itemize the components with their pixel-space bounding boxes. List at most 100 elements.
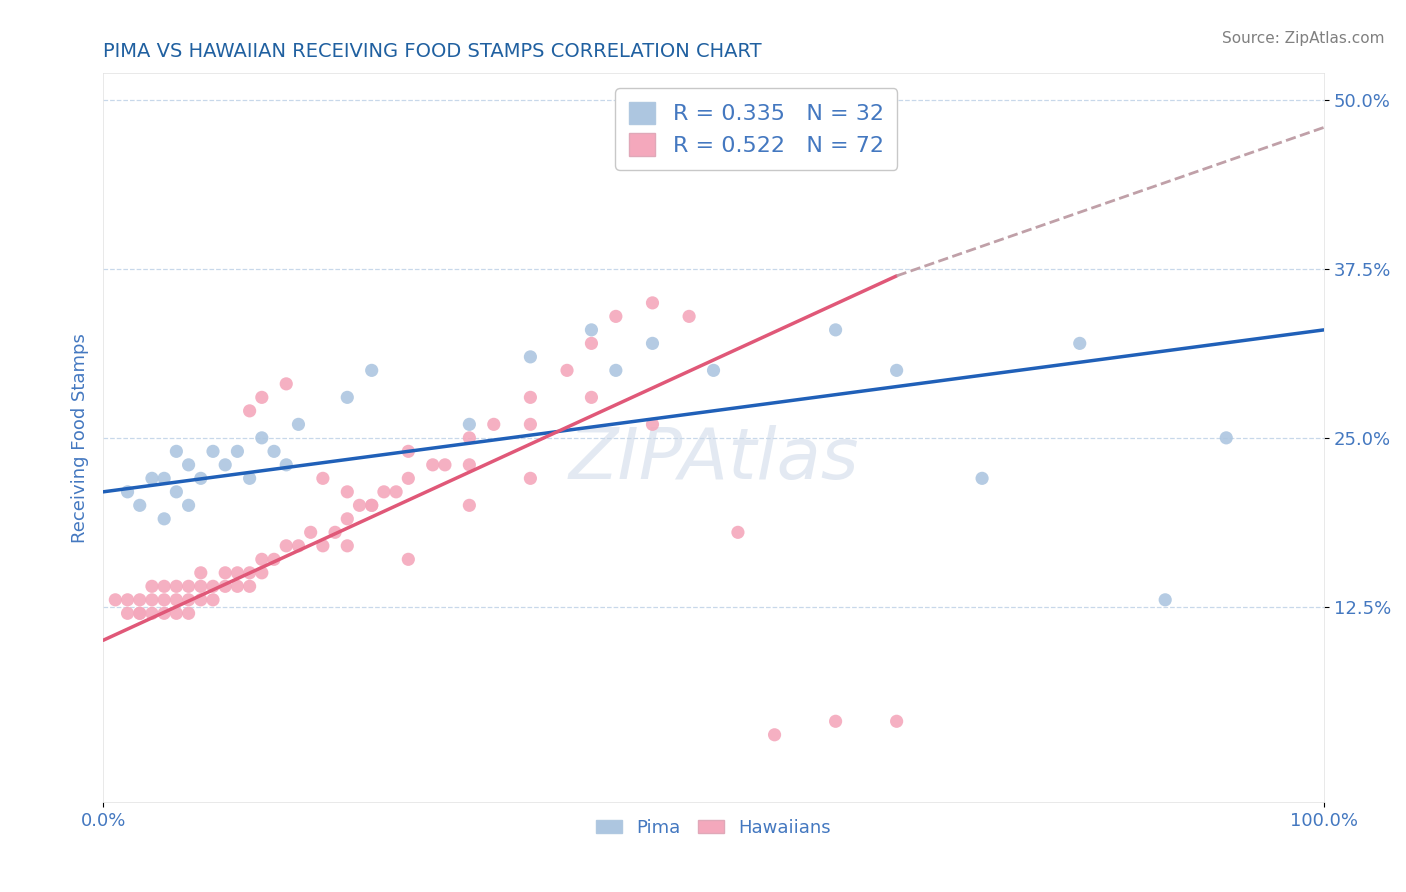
Point xyxy=(605,310,627,324)
Point xyxy=(287,539,309,553)
Point xyxy=(323,525,346,540)
Point xyxy=(250,552,273,566)
Point xyxy=(422,458,444,472)
Point xyxy=(177,607,200,621)
Legend: Pima, Hawaiians: Pima, Hawaiians xyxy=(589,812,838,844)
Point xyxy=(458,458,481,472)
Point xyxy=(360,363,382,377)
Point xyxy=(763,728,786,742)
Point xyxy=(239,579,262,593)
Point xyxy=(360,499,382,513)
Point xyxy=(128,499,150,513)
Point xyxy=(165,592,187,607)
Point xyxy=(104,592,127,607)
Point xyxy=(385,484,408,499)
Point xyxy=(360,499,382,513)
Point xyxy=(117,484,139,499)
Point xyxy=(824,323,846,337)
Point xyxy=(396,471,419,485)
Point xyxy=(581,336,603,351)
Point xyxy=(250,566,273,580)
Point xyxy=(117,592,139,607)
Point xyxy=(605,363,627,377)
Point xyxy=(177,458,200,472)
Point xyxy=(239,566,262,580)
Point xyxy=(177,592,200,607)
Point xyxy=(117,607,139,621)
Point xyxy=(886,714,908,729)
Point xyxy=(214,566,236,580)
Text: ZIPAtlas: ZIPAtlas xyxy=(568,425,859,494)
Point xyxy=(250,390,273,404)
Point xyxy=(581,323,603,337)
Point xyxy=(214,458,236,472)
Point xyxy=(287,417,309,432)
Point xyxy=(190,471,212,485)
Point xyxy=(276,458,298,472)
Point xyxy=(177,499,200,513)
Point xyxy=(702,363,724,377)
Point xyxy=(641,336,664,351)
Point xyxy=(141,471,163,485)
Point xyxy=(141,579,163,593)
Point xyxy=(641,296,664,310)
Point xyxy=(190,592,212,607)
Point xyxy=(165,444,187,458)
Point xyxy=(349,499,371,513)
Point xyxy=(250,431,273,445)
Point xyxy=(1069,336,1091,351)
Point xyxy=(190,566,212,580)
Point xyxy=(373,484,395,499)
Point xyxy=(263,552,285,566)
Point xyxy=(153,471,176,485)
Point xyxy=(141,607,163,621)
Point xyxy=(299,525,322,540)
Point xyxy=(239,471,262,485)
Point xyxy=(519,471,541,485)
Point xyxy=(201,592,224,607)
Point xyxy=(276,539,298,553)
Point xyxy=(153,579,176,593)
Point xyxy=(433,458,456,472)
Point xyxy=(190,579,212,593)
Point xyxy=(1215,431,1237,445)
Point xyxy=(458,431,481,445)
Point xyxy=(678,310,700,324)
Point xyxy=(519,350,541,364)
Point xyxy=(153,512,176,526)
Point xyxy=(312,471,335,485)
Text: PIMA VS HAWAIIAN RECEIVING FOOD STAMPS CORRELATION CHART: PIMA VS HAWAIIAN RECEIVING FOOD STAMPS C… xyxy=(103,42,762,61)
Point xyxy=(153,607,176,621)
Point xyxy=(581,390,603,404)
Point xyxy=(226,566,249,580)
Point xyxy=(458,417,481,432)
Point xyxy=(727,525,749,540)
Point xyxy=(396,444,419,458)
Point xyxy=(201,579,224,593)
Point xyxy=(1154,592,1177,607)
Point xyxy=(519,390,541,404)
Point xyxy=(276,376,298,391)
Point xyxy=(226,444,249,458)
Point xyxy=(970,471,993,485)
Point xyxy=(482,417,505,432)
Point xyxy=(165,484,187,499)
Point xyxy=(239,404,262,418)
Text: Source: ZipAtlas.com: Source: ZipAtlas.com xyxy=(1222,31,1385,46)
Point xyxy=(519,417,541,432)
Point xyxy=(641,417,664,432)
Point xyxy=(336,539,359,553)
Point xyxy=(165,579,187,593)
Point xyxy=(165,607,187,621)
Point xyxy=(336,512,359,526)
Point xyxy=(458,499,481,513)
Point xyxy=(824,714,846,729)
Point xyxy=(177,579,200,593)
Point xyxy=(128,592,150,607)
Point xyxy=(128,607,150,621)
Point xyxy=(201,444,224,458)
Point xyxy=(336,484,359,499)
Point xyxy=(396,552,419,566)
Point xyxy=(336,390,359,404)
Point xyxy=(153,592,176,607)
